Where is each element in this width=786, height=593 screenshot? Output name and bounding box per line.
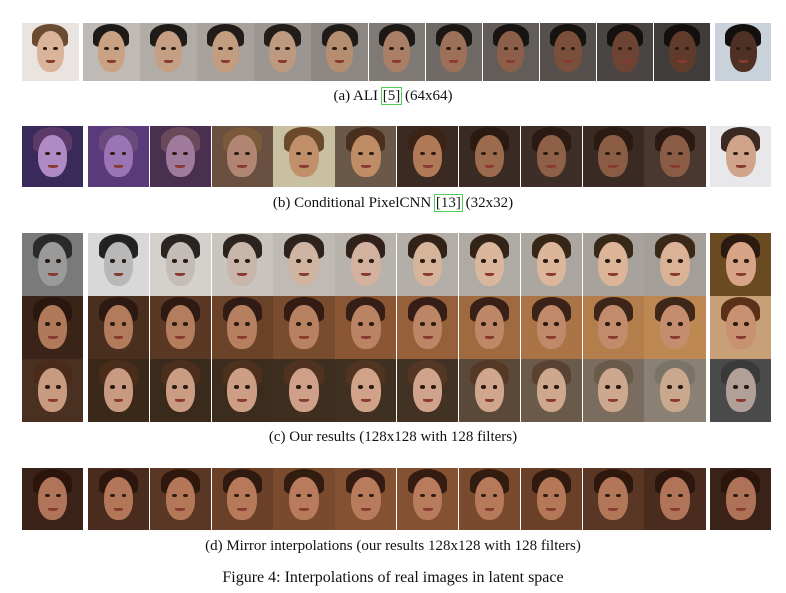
panel-d-mirror-strip [22,468,772,530]
caption-text: (b) Conditional PixelCNN [272,195,435,211]
face-thumbnail [710,296,772,359]
face-thumbnail [335,468,397,530]
face-thumbnail [520,296,582,359]
face-thumbnail [458,233,521,296]
face-thumbnail [458,296,521,359]
face-thumbnail [582,359,644,422]
face-thumbnail [273,233,335,296]
face-row [22,126,772,187]
face-thumbnail [710,126,772,187]
caption-text: (32x32) [461,195,514,211]
face-row [22,233,772,296]
face-thumbnail [596,23,654,81]
face-thumbnail [22,296,84,359]
face-thumbnail [397,233,459,296]
panel-a-ali-strip [22,23,772,81]
face-thumbnail [397,296,459,359]
face-thumbnail [714,23,772,81]
face-thumbnail [520,468,582,530]
face-thumbnail [22,126,84,187]
face-thumbnail [22,233,84,296]
face-thumbnail [211,296,273,359]
panel-c-caption: (c) Our results (128x128 with 128 filter… [0,428,786,446]
face-thumbnail [211,233,273,296]
face-thumbnail [582,126,644,187]
face-thumbnail [87,359,150,422]
face-thumbnail [197,23,254,81]
face-thumbnail [644,359,706,422]
face-thumbnail [397,126,459,187]
face-thumbnail [211,468,273,530]
face-thumbnail [83,23,140,81]
citation-link[interactable]: [5] [380,87,403,105]
face-thumbnail [710,359,772,422]
face-thumbnail [710,468,772,530]
panel-b-pixelcnn-strip [22,126,772,187]
face-thumbnail [211,126,273,187]
face-row [22,23,772,81]
face-thumbnail [520,233,582,296]
caption-text: (64x64) [401,88,453,104]
face-thumbnail [149,468,211,530]
face-thumbnail [644,126,706,187]
face-thumbnail [273,126,335,187]
face-row [22,296,772,359]
caption-text: (c) Our results (128x128 with 128 filter… [268,429,518,445]
face-thumbnail [458,359,521,422]
face-thumbnail [539,23,597,81]
face-thumbnail [520,359,582,422]
face-thumbnail [644,468,706,530]
face-thumbnail [458,126,521,187]
face-thumbnail [335,233,397,296]
face-thumbnail [211,359,273,422]
face-thumbnail [710,233,772,296]
caption-text: (d) Mirror interpolations (our results 1… [205,538,581,554]
face-thumbnail [425,23,483,81]
face-row [22,468,772,530]
face-thumbnail [87,468,150,530]
face-row [22,359,772,422]
face-thumbnail [273,468,335,530]
face-thumbnail [335,126,397,187]
face-thumbnail [582,468,644,530]
face-thumbnail [87,233,150,296]
face-thumbnail [149,296,211,359]
face-thumbnail [140,23,197,81]
face-thumbnail [22,468,84,530]
face-thumbnail [644,233,706,296]
face-thumbnail [149,233,211,296]
panel-a-caption: (a) ALI [5] (64x64) [0,87,786,105]
face-thumbnail [397,468,459,530]
face-thumbnail [149,126,211,187]
face-thumbnail [368,23,426,81]
face-thumbnail [458,468,521,530]
face-thumbnail [482,23,540,81]
face-thumbnail [22,23,79,81]
face-thumbnail [644,296,706,359]
face-thumbnail [87,126,150,187]
face-thumbnail [582,296,644,359]
figure-caption: Figure 4: Interpolations of real images … [222,569,564,586]
face-thumbnail [22,359,84,422]
panel-c-our-results-grid [22,233,772,422]
face-thumbnail [149,359,211,422]
face-thumbnail [397,359,459,422]
face-thumbnail [653,23,711,81]
panel-b-caption: (b) Conditional PixelCNN [13] (32x32) [0,194,786,212]
face-thumbnail [335,359,397,422]
face-thumbnail [311,23,368,81]
caption-text: (a) ALI [333,88,382,104]
face-thumbnail [273,296,335,359]
face-thumbnail [254,23,311,81]
face-thumbnail [87,296,150,359]
citation-link[interactable]: [13] [433,194,463,212]
panel-d-caption: (d) Mirror interpolations (our results 1… [0,537,786,555]
face-thumbnail [582,233,644,296]
face-thumbnail [520,126,582,187]
face-thumbnail [335,296,397,359]
face-thumbnail [273,359,335,422]
